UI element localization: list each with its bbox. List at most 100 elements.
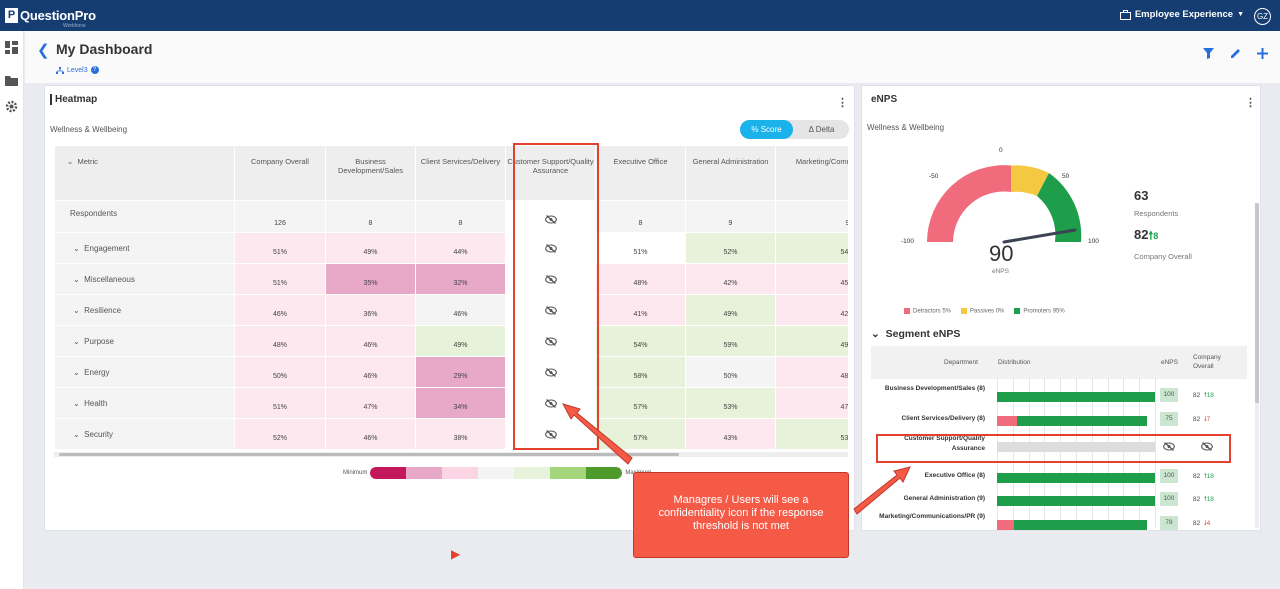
segment-row[interactable]: Customer Support/Quality Assurance — [871, 435, 1247, 458]
column-header[interactable]: Business Development/Sales — [325, 145, 416, 201]
brand-logo[interactable]: P QuestionPro Workforce — [5, 8, 96, 29]
heatmap-title: Heatmap — [50, 94, 97, 105]
legend-passives: Passives 0% — [961, 308, 1004, 315]
heatmap-cell: 51% — [234, 387, 326, 419]
brand-name: QuestionPro — [20, 8, 96, 23]
segment-row[interactable]: General Administration (9) 100 82 🠕18 — [871, 489, 1247, 512]
grid-line — [1155, 378, 1156, 528]
segment-row[interactable]: Executive Office (8) 100 82 🠕18 — [871, 466, 1247, 489]
col-department: Department — [944, 359, 978, 366]
metric-row-label[interactable]: ⌄ Security — [54, 418, 235, 450]
chevron-down-icon: ⌄ — [73, 367, 80, 377]
distribution-gridlines — [997, 378, 1156, 528]
metric-row-label[interactable]: ⌄ Miscellaneous — [54, 263, 235, 295]
heatmap-cell: 51% — [234, 263, 326, 295]
heatmap-cell: 46% — [325, 356, 416, 388]
legend-swatch — [478, 467, 515, 479]
metric-row-label[interactable]: ⌄ Health — [54, 387, 235, 419]
respondents-cell: 8 — [415, 200, 506, 233]
segment-co-value: 82 — [1193, 392, 1201, 399]
gauge-needle — [1002, 228, 1077, 244]
metric-header[interactable]: ⌄ Metric — [54, 145, 235, 201]
folder-icon[interactable] — [5, 74, 18, 87]
segment-delta: 18 — [1206, 496, 1214, 503]
chevron-down-icon: ⌄ — [73, 243, 80, 253]
metric-name: Health — [84, 398, 108, 408]
column-header[interactable]: Executive Office — [595, 145, 686, 201]
segment-department: Customer Support/Quality Assurance — [904, 435, 985, 452]
heatmap-cell: 50% — [234, 356, 326, 388]
grid-line — [1091, 378, 1093, 528]
heatmap-table-wrap: ⌄ Metric Company Overall Business Develop… — [54, 145, 848, 453]
heatmap-scrollbar[interactable] — [54, 452, 848, 457]
metric-row-label[interactable]: ⌄ Purpose — [54, 325, 235, 357]
avatar[interactable]: GZ — [1254, 8, 1271, 25]
delta-toggle-button[interactable]: Δ Delta — [808, 125, 835, 134]
column-header[interactable]: Customer Support/Quality Assurance — [505, 145, 596, 201]
enps-menu-icon[interactable]: ⋮ — [1245, 97, 1256, 109]
product-switcher[interactable]: Employee Experience ▼ — [1119, 9, 1244, 20]
respondents-label: Respondents — [1134, 209, 1179, 218]
gauge-label-zero: 0 — [999, 147, 1003, 154]
segment-company-overall: 82 🠕18 — [1193, 391, 1214, 402]
eye-slash-icon — [1201, 442, 1213, 451]
briefcase-icon — [1119, 9, 1131, 20]
edit-pencil-icon[interactable] — [1230, 48, 1241, 59]
grid-line — [1076, 378, 1077, 528]
confidential-segment-highlight — [876, 434, 1231, 463]
score-delta-toggle[interactable]: % Score Δ Delta — [740, 120, 849, 139]
level-label: Level3 — [67, 66, 88, 74]
legend-detractors: Detractors 5% — [904, 308, 951, 315]
heatmap-cell: 52% — [685, 232, 776, 264]
legend-promoters-label: Promoters 95% — [1023, 308, 1065, 315]
grid-line — [1060, 378, 1062, 528]
help-icon[interactable]: ? — [90, 66, 99, 74]
page-title: My Dashboard — [56, 41, 153, 57]
segment-enps-header[interactable]: ⌄ Segment eNPS — [871, 328, 960, 340]
back-chevron-icon[interactable]: ❮ — [37, 42, 50, 59]
heatmap-menu-icon[interactable]: ⋮ — [837, 97, 848, 109]
segment-delta: 4 — [1206, 520, 1211, 527]
metric-name: Purpose — [84, 336, 114, 346]
arrow-down-icon: 🠗 — [1203, 520, 1207, 527]
heatmap-cell: 38% — [415, 418, 506, 450]
level-link[interactable]: Level3 ? — [56, 66, 99, 74]
column-header[interactable]: Client Services/Delivery — [415, 145, 506, 201]
column-header[interactable]: General Administration — [685, 145, 776, 201]
column-header[interactable]: Company Overall — [234, 145, 326, 201]
gauge-label-max: 100 — [1088, 238, 1099, 245]
legend-swatch — [406, 467, 443, 479]
segment-co-value: 82 — [1193, 520, 1201, 527]
heatmap-cell: 46% — [415, 294, 506, 326]
company-delta: 8 — [1153, 231, 1159, 241]
legend-swatch — [514, 467, 551, 479]
segment-row[interactable]: Business Development/Sales (8) 100 82 🠕18 — [871, 385, 1247, 408]
heatmap-cell: 53% — [775, 418, 848, 450]
metric-name: Miscellaneous — [84, 274, 135, 284]
segment-department: General Administration (9) — [903, 495, 985, 502]
distribution-bar — [997, 520, 1155, 530]
score-toggle-button[interactable]: % Score — [740, 120, 793, 139]
add-plus-icon[interactable] — [1257, 48, 1268, 59]
metric-row-label[interactable]: ⌄ Energy — [54, 356, 235, 388]
column-header[interactable]: Marketing/Communications/PR — [775, 145, 848, 201]
segment-table-header: Department Distribution eNPS Company Ove… — [871, 346, 1247, 379]
gear-icon[interactable] — [5, 100, 18, 113]
promoter-bar — [997, 392, 1155, 402]
metric-row-label[interactable]: ⌄ Resilience — [54, 294, 235, 326]
top-bar: P QuestionPro Workforce Employee Experie… — [0, 0, 1280, 31]
heatmap-cell: 41% — [595, 294, 686, 326]
segment-row[interactable]: Marketing/Communications/PR (9) 78 82 🠗4 — [871, 513, 1247, 536]
col-company-overall: Company Overall — [1193, 354, 1221, 370]
filter-icon[interactable] — [1203, 48, 1214, 59]
chevron-down-icon: ⌄ — [73, 274, 80, 284]
metric-row-label[interactable]: ⌄ Engagement — [54, 232, 235, 264]
dashboard-icon[interactable] — [5, 41, 18, 54]
heatmap-cell: 58% — [595, 356, 686, 388]
hierarchy-icon — [56, 66, 64, 74]
heatmap-cell: 47% — [325, 387, 416, 419]
segment-row[interactable]: Client Services/Delivery (8) 75 82 🠗7 — [871, 409, 1247, 432]
respondents-cell: 9 — [775, 200, 848, 233]
enps-scrollbar[interactable] — [1255, 203, 1259, 528]
